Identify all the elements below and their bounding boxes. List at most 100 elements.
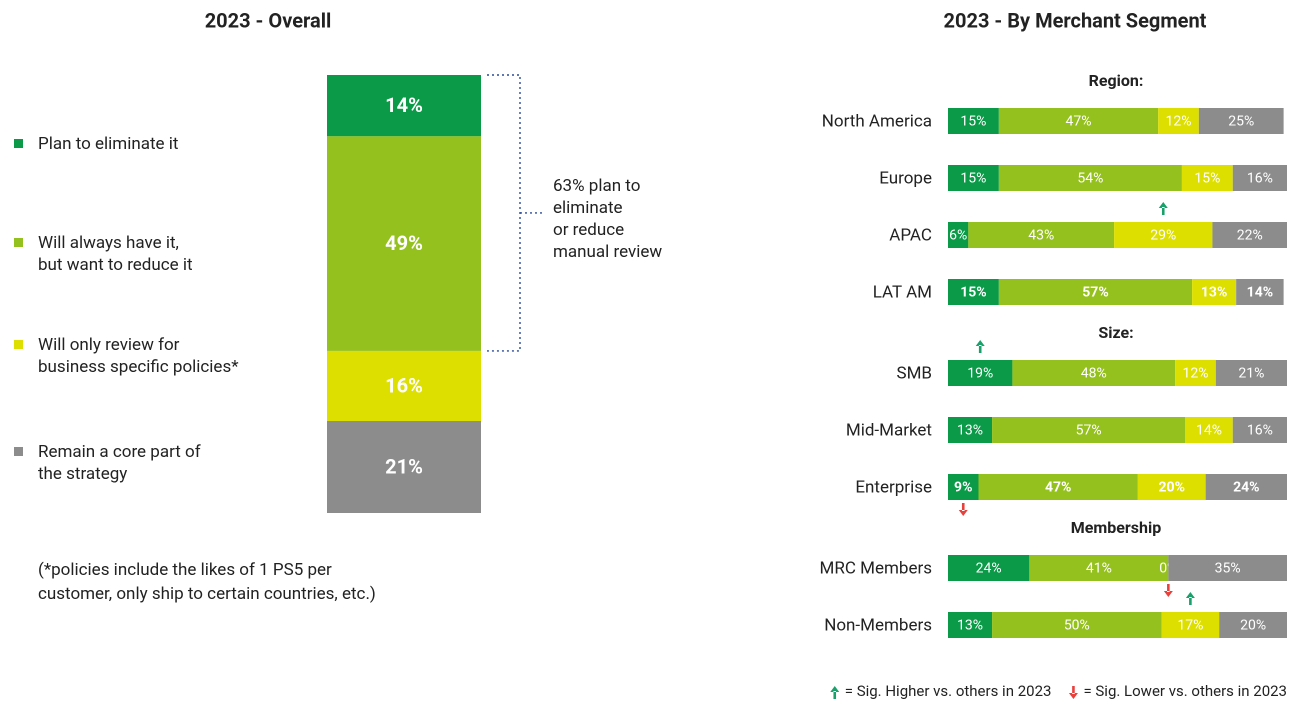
data-label: 21% (385, 454, 423, 478)
data-label: 16% (385, 373, 423, 397)
bracket (487, 74, 545, 352)
significance-arrow (1158, 202, 1168, 215)
bar-segment (327, 350, 481, 422)
bar-segment (1029, 555, 1169, 581)
footnote: (*policies include the likes of 1 PS5 pe… (38, 560, 376, 604)
bar-segment (1175, 360, 1216, 386)
data-label: 50% (1064, 618, 1090, 634)
bar-segment (948, 360, 1013, 386)
data-label: 13% (957, 423, 983, 439)
legend-swatch (14, 238, 23, 247)
bar-segment (1236, 279, 1284, 305)
category-label: Mid-Market (846, 420, 932, 440)
bar-segment (1114, 222, 1213, 248)
bar-segment (992, 612, 1162, 638)
group-title: Region: (1089, 71, 1144, 90)
data-label: 24% (1233, 480, 1259, 496)
data-label: 16% (1247, 423, 1273, 439)
legend-label: = Sig. Lower vs. others in 2023 (1083, 682, 1287, 700)
data-label: 35% (1215, 561, 1241, 577)
legend-label: Plan to eliminate it (38, 134, 179, 154)
bar-segment (1212, 222, 1287, 248)
group-title: Membership (1071, 518, 1161, 537)
data-label: 15% (960, 171, 986, 187)
bar-segment (1181, 165, 1233, 191)
legend-label: = Sig. Higher vs. others in 2023 (845, 682, 1052, 700)
significance-arrow (975, 340, 985, 353)
bar-segment (998, 108, 1159, 134)
bar-segment (968, 222, 1115, 248)
bar-segment (1232, 165, 1287, 191)
category-label: MRC Members (820, 558, 932, 578)
legend-swatch (14, 139, 23, 148)
data-label: 20% (1159, 480, 1185, 496)
data-label: 29% (1150, 228, 1176, 244)
data-label: 16% (1247, 171, 1273, 187)
category-label: SMB (896, 363, 932, 383)
bar-segment (1219, 612, 1287, 638)
significance-arrow (830, 686, 840, 699)
data-label: 47% (1066, 114, 1092, 130)
data-label: 9% (954, 480, 972, 496)
bar-segment (948, 165, 999, 191)
bar-segment (998, 165, 1182, 191)
data-label: 54% (1077, 171, 1103, 187)
data-label: 21% (1238, 366, 1264, 382)
legend-label: Will only review for business specific p… (38, 335, 239, 377)
bar-segment (1192, 279, 1237, 305)
data-label: 12% (1182, 366, 1208, 382)
annotation: 63% plan to eliminate or reduce manual r… (553, 176, 663, 262)
bar-segment (1198, 108, 1284, 134)
data-label: 22% (1237, 228, 1263, 244)
bar-segment (948, 555, 1030, 581)
data-label: 15% (960, 114, 986, 130)
category-label: North America (822, 111, 932, 131)
data-label: 14% (1247, 285, 1273, 301)
bar-segment (327, 75, 481, 137)
data-label: 41% (1086, 561, 1112, 577)
data-label: 13% (1201, 285, 1227, 301)
data-label: 57% (1076, 423, 1102, 439)
category-label: Europe (879, 168, 932, 188)
significance-arrow (958, 503, 968, 516)
legend-label: Remain a core part of the strategy (38, 442, 201, 484)
significance-arrow (1163, 584, 1173, 597)
bar-segment (1137, 474, 1206, 500)
bar-segment (948, 474, 979, 500)
data-label: 17% (1177, 618, 1203, 634)
significance-arrow (1185, 592, 1195, 605)
chart-title: 2023 - By Merchant Segment (944, 8, 1207, 32)
bar-segment (1205, 474, 1287, 500)
data-label: 49% (385, 231, 423, 255)
data-label: 24% (976, 561, 1002, 577)
data-label: 12% (1166, 114, 1192, 130)
data-label: 25% (1228, 114, 1254, 130)
chart-title: 2023 - Overall (205, 8, 332, 32)
data-label: 57% (1082, 285, 1108, 301)
bar-segment (1168, 555, 1287, 581)
data-label: 20% (1240, 618, 1266, 634)
bar-segment (998, 279, 1193, 305)
group-title: Size: (1098, 323, 1133, 342)
category-label: Enterprise (855, 477, 932, 497)
bar-segment (1232, 417, 1287, 443)
data-label: 48% (1081, 366, 1107, 382)
category-label: APAC (889, 225, 932, 245)
data-label: 13% (957, 618, 983, 634)
bar-segment (948, 108, 999, 134)
legend-swatch (14, 340, 23, 349)
data-label: 6% (949, 228, 967, 244)
bar-segment (1158, 108, 1199, 134)
bar-segment (1012, 360, 1176, 386)
legend-swatch (14, 447, 23, 456)
category-label: Non-Members (824, 615, 932, 635)
legend-label: Will always have it, but want to reduce … (38, 233, 193, 275)
bar-segment (1185, 417, 1233, 443)
bar-segment (1161, 612, 1220, 638)
bar-segment (1215, 360, 1287, 386)
data-label: 15% (1194, 171, 1220, 187)
significance-arrow (1068, 686, 1078, 699)
bar-segment (948, 279, 999, 305)
data-label: 15% (960, 285, 986, 301)
